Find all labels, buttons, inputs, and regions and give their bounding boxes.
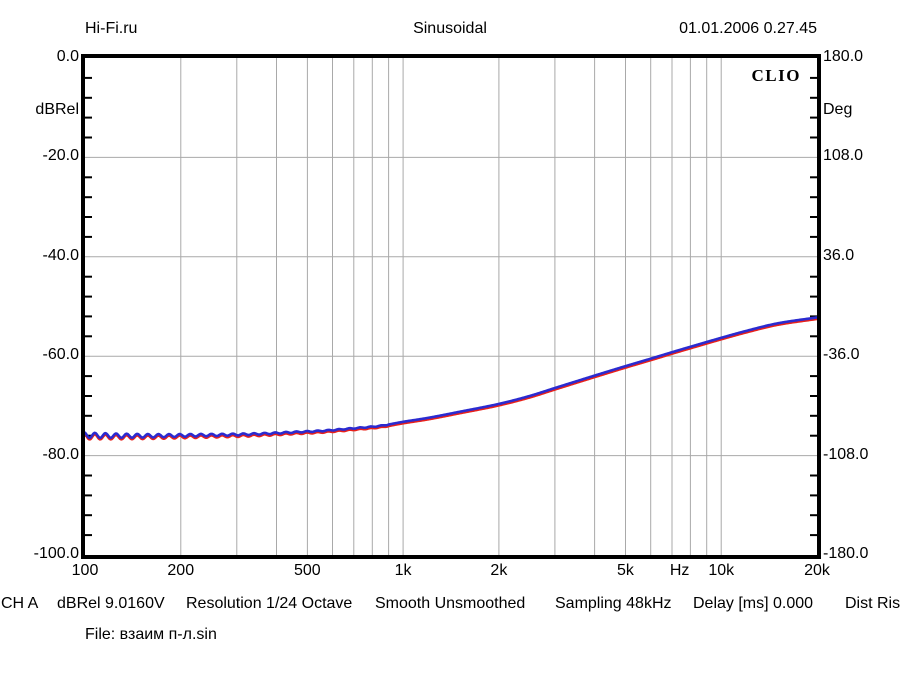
y-axis-right-tick-label: 108.0 — [823, 147, 864, 165]
x-axis-tick-label: 10k — [708, 562, 735, 579]
x-axis-tick-label: 2k — [490, 562, 508, 579]
status-level: dBRel 9.0160V — [57, 595, 165, 612]
y-axis-right-unit-label: Deg — [823, 101, 853, 118]
status-resolution: Resolution 1/24 Octave — [186, 595, 353, 612]
chart-plot-area: CLIO — [81, 54, 821, 559]
y-axis-left-tick-label: -40.0 — [42, 246, 79, 264]
trace-blue — [85, 316, 817, 440]
file-name-label: File: взаим п-л.sin — [85, 626, 217, 643]
y-axis-right-tick-label: -36.0 — [823, 346, 860, 364]
x-axis-tick-label: 100 — [71, 562, 99, 579]
status-channel: CH A — [1, 595, 39, 612]
y-axis-left-tick-label: -20.0 — [42, 147, 79, 165]
x-axis-tick-label: 5k — [617, 562, 634, 579]
trace-red — [85, 317, 817, 441]
x-axis-tick-label: 200 — [167, 562, 195, 579]
status-dist: Dist Ris — [845, 595, 900, 612]
x-axis-unit-label: Hz — [669, 562, 690, 579]
x-axis-tick-label: 1k — [394, 562, 412, 579]
y-axis-left-unit-label: dBRel — [35, 101, 79, 118]
y-axis-left-tick-label: -100.0 — [33, 545, 79, 562]
header-project-label: Hi-Fi.ru — [85, 20, 138, 37]
y-axis-left-tick-label: -80.0 — [42, 445, 79, 463]
y-axis-left-tick-label: -60.0 — [42, 346, 79, 364]
chart-canvas — [85, 58, 817, 555]
status-sampling: Sampling 48kHz — [555, 595, 672, 612]
x-axis-tick-label: 500 — [293, 562, 321, 579]
status-smoothing: Smooth Unsmoothed — [375, 595, 526, 612]
y-axis-left-tick-label: 0.0 — [56, 48, 79, 65]
clio-logo: CLIO — [751, 66, 801, 85]
y-axis-right-tick-label: -108.0 — [823, 445, 869, 463]
y-axis-right-tick-label: 180.0 — [823, 48, 864, 65]
header-datetime: 01.01.2006 0.27.45 — [679, 20, 817, 37]
y-axis-right-tick-label: -180.0 — [823, 545, 869, 562]
x-axis-tick-label: 20k — [804, 562, 830, 579]
measurement-title: Sinusoidal — [413, 20, 487, 37]
y-axis-right-tick-label: 36.0 — [823, 246, 855, 264]
status-delay: Delay [ms] 0.000 — [693, 595, 814, 612]
